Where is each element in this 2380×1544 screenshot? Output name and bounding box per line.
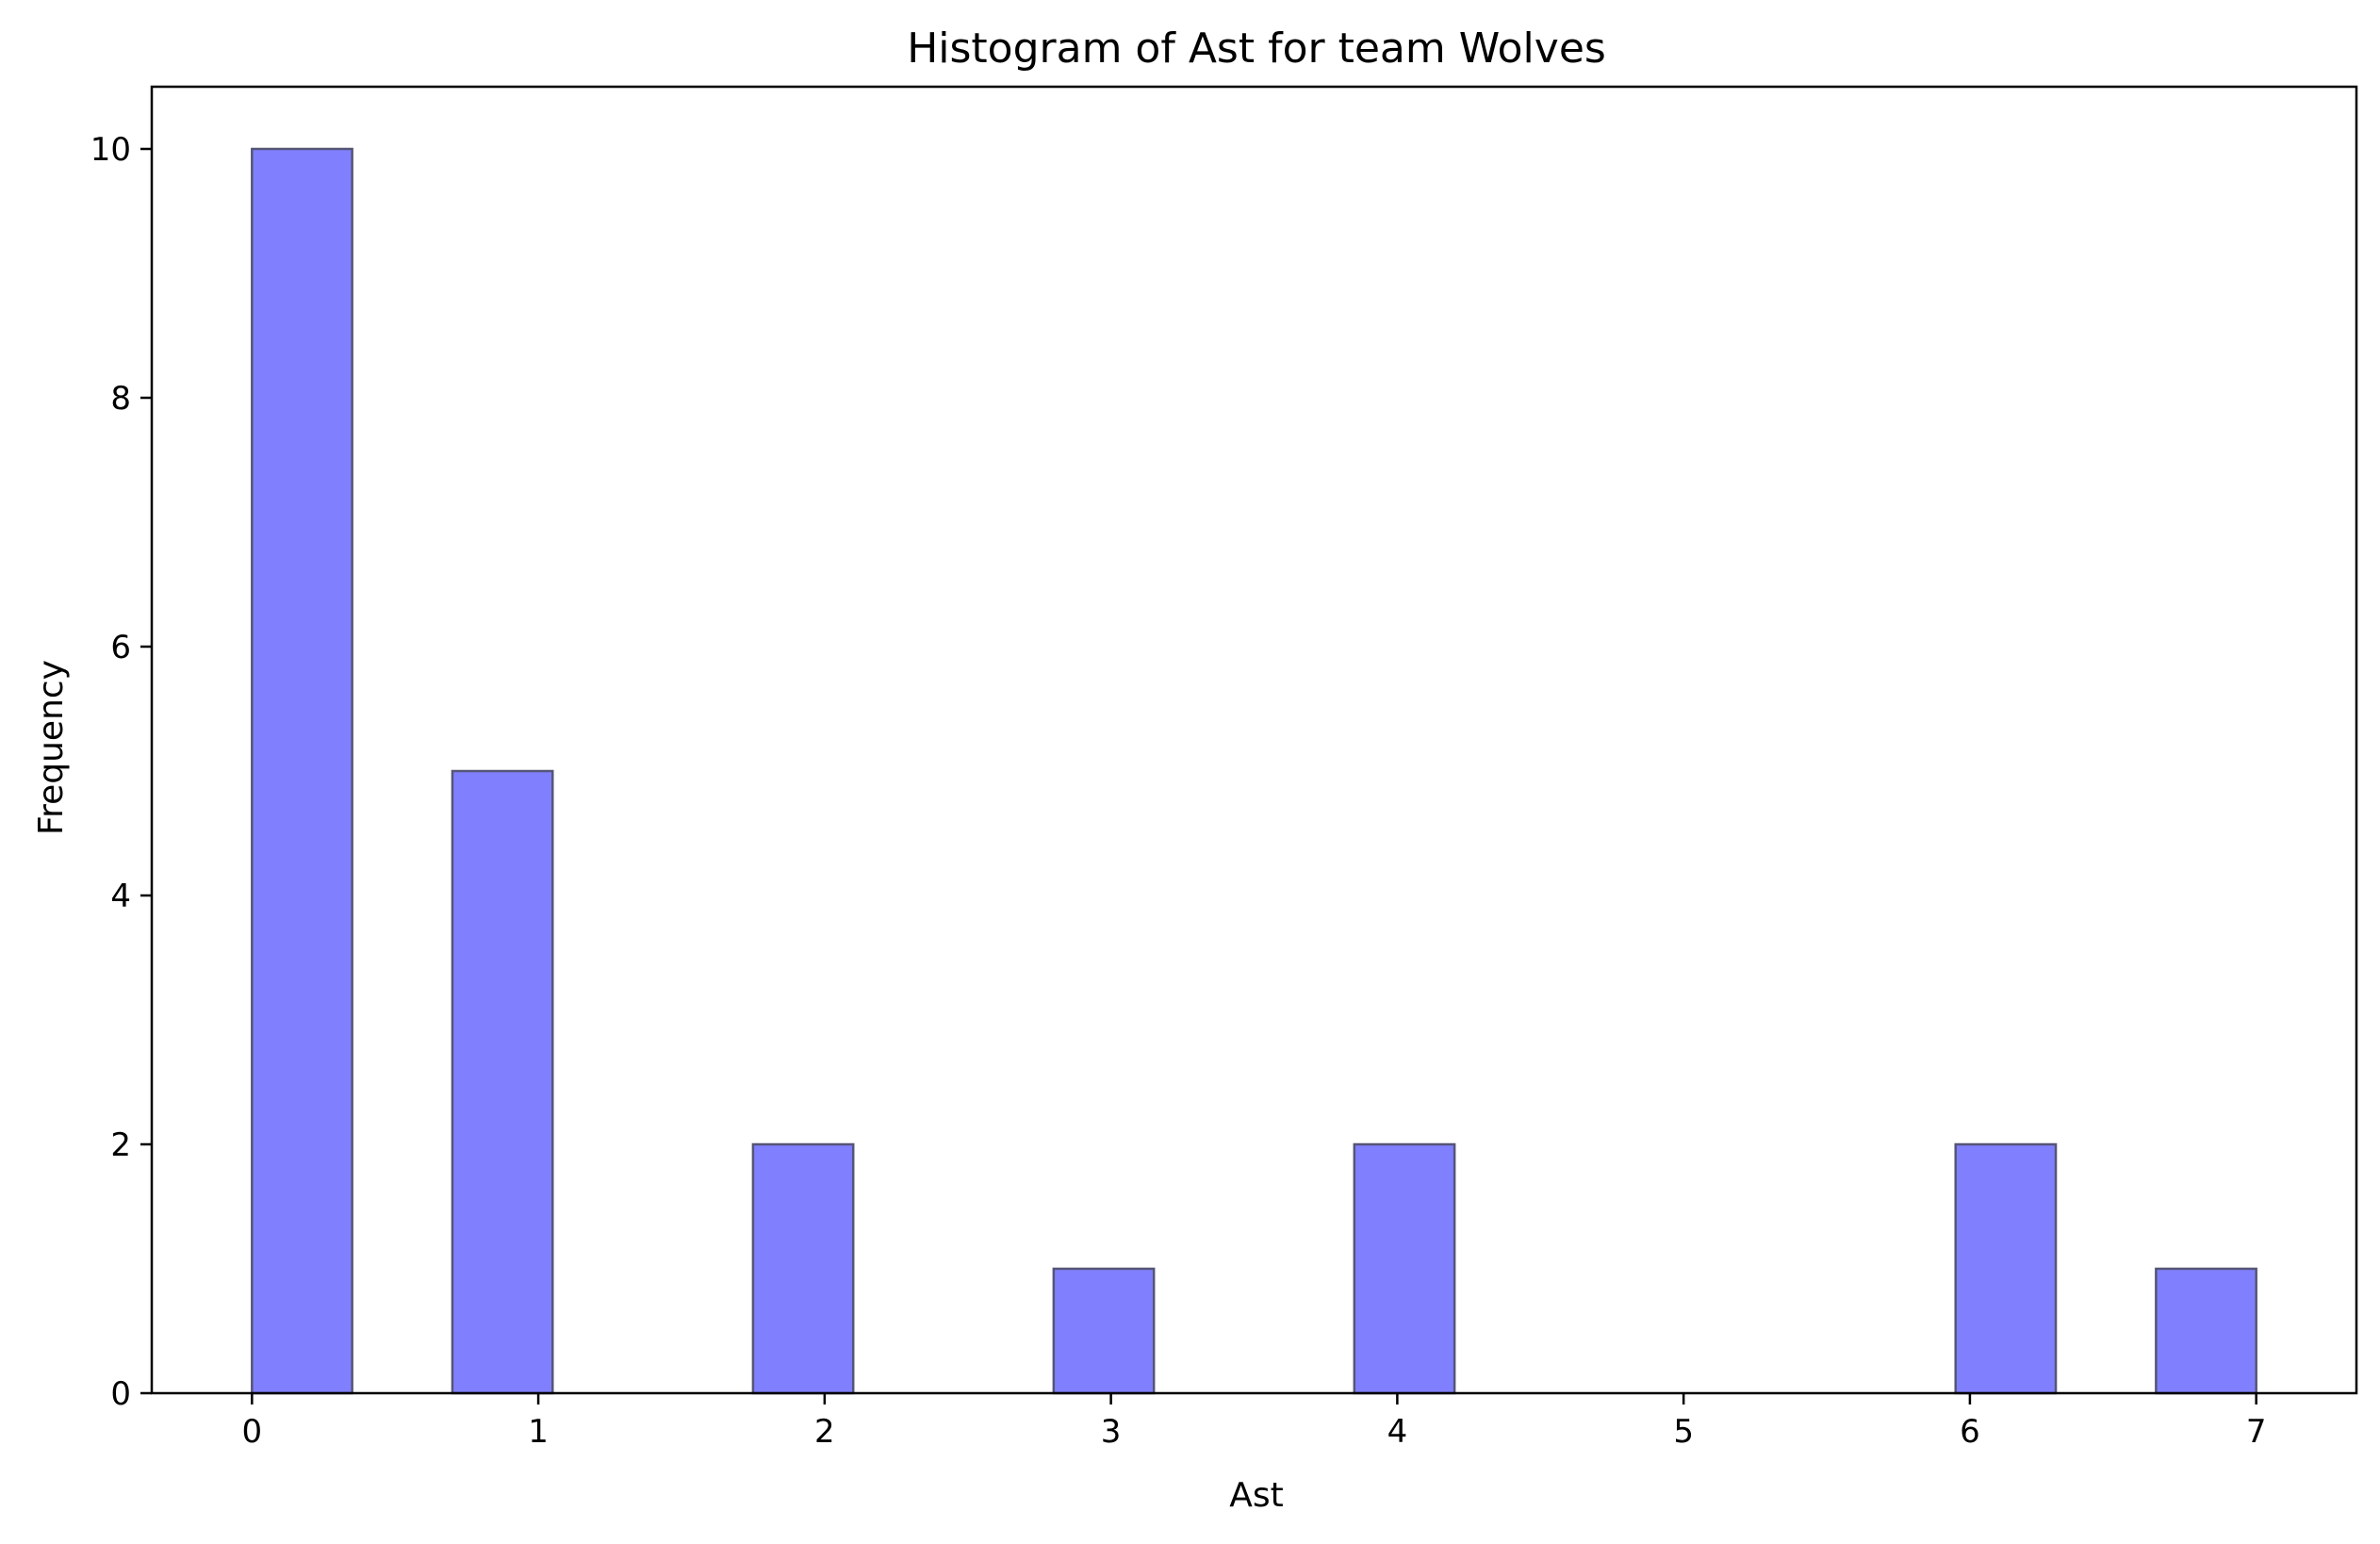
x-tick-label: 3 [1101, 1413, 1122, 1451]
y-tick-label: 2 [110, 1126, 131, 1164]
y-tick-label: 4 [110, 878, 131, 915]
histogram-bar [2155, 1267, 2257, 1395]
x-axis-ticks: 0 1 2 3 4 5 6 7 [241, 1393, 2267, 1451]
y-tick-label: 8 [110, 380, 131, 418]
plot-area-frame [150, 85, 2358, 1395]
y-tick-label: 10 [90, 131, 131, 169]
histogram-bar [1052, 1267, 1156, 1395]
histogram-bar [751, 1142, 855, 1395]
x-tick-label: 0 [241, 1413, 262, 1451]
x-tick-label: 1 [528, 1413, 549, 1451]
y-axis-ticks: 0 2 4 6 8 10 [90, 131, 152, 1413]
histogram-bar [1353, 1142, 1456, 1395]
x-tick-label: 6 [1960, 1413, 1980, 1451]
histogram-bar [251, 147, 353, 1395]
x-axis-label: Ast [1229, 1476, 1284, 1515]
x-tick-label: 7 [2246, 1413, 2267, 1451]
y-tick-label: 0 [110, 1375, 131, 1413]
x-tick-label: 5 [1673, 1413, 1694, 1451]
histogram-bar [1954, 1142, 2058, 1395]
histogram-bar [451, 769, 554, 1395]
bar-group [251, 147, 2257, 1395]
y-axis-label: Frequency [32, 660, 71, 835]
x-tick-label: 4 [1387, 1413, 1408, 1451]
chart-title: Histogram of Ast for team Wolves [907, 25, 1606, 73]
x-tick-label: 2 [814, 1413, 835, 1451]
y-tick-label: 6 [110, 629, 131, 666]
